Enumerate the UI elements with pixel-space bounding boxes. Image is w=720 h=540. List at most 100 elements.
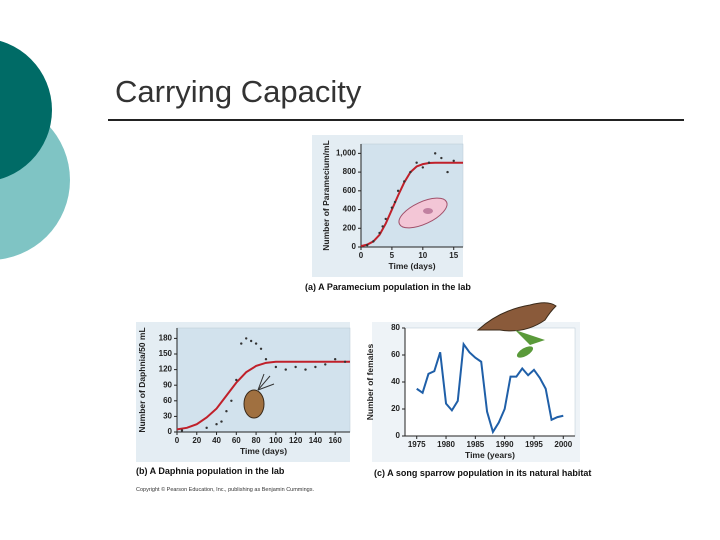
data-point	[220, 420, 223, 423]
x-tick-label: 0	[359, 251, 364, 260]
y-tick-label: 0	[168, 427, 173, 436]
plot-area	[360, 143, 464, 248]
data-point	[225, 410, 228, 413]
x-tick-label: 1995	[525, 440, 543, 449]
chart-caption: (a) A Paramecium population in the lab	[305, 282, 471, 292]
y-tick-label: 80	[391, 323, 400, 332]
x-axis-label: Time (days)	[240, 446, 287, 456]
x-tick-label: 120	[289, 436, 303, 445]
data-point	[393, 200, 397, 204]
y-tick-label: 150	[159, 349, 173, 358]
data-point	[440, 156, 443, 160]
sparrow-illustration	[476, 302, 557, 358]
x-axis-label: Time (days)	[388, 261, 435, 271]
y-tick-label: 30	[163, 412, 172, 421]
x-tick-label: 20	[192, 436, 201, 445]
y-tick-label: 800	[343, 167, 357, 176]
x-tick-label: 140	[309, 436, 323, 445]
y-tick-label: 60	[163, 396, 172, 405]
data-point	[403, 180, 406, 183]
data-point	[215, 423, 218, 426]
decor-circle-dark	[0, 40, 52, 180]
plot-area	[176, 327, 351, 433]
data-point	[314, 365, 317, 369]
data-point	[384, 217, 387, 221]
y-tick-label: 90	[163, 380, 172, 389]
data-point	[230, 399, 233, 402]
data-point	[333, 358, 337, 361]
data-point	[365, 243, 369, 247]
x-tick-label: 15	[449, 251, 458, 260]
y-tick-label: 0	[352, 242, 357, 251]
y-tick-label: 1,000	[336, 148, 357, 157]
data-point	[409, 170, 412, 174]
chart-caption: (b) A Daphnia population in the lab	[136, 466, 285, 476]
x-tick-label: 160	[328, 436, 342, 445]
series-line	[416, 341, 564, 435]
x-tick-label: 0	[175, 436, 180, 445]
series-line	[176, 360, 350, 431]
data-point	[433, 152, 437, 155]
x-axis-label: Time (years)	[465, 450, 515, 460]
data-point	[274, 365, 278, 369]
x-tick-label: 80	[252, 436, 261, 445]
y-tick-label: 400	[343, 205, 357, 214]
data-point	[372, 240, 375, 243]
data-point	[427, 161, 431, 164]
y-tick-label: 180	[159, 334, 173, 343]
data-point	[205, 426, 208, 430]
y-tick-label: 60	[391, 350, 400, 359]
data-point	[294, 365, 297, 369]
data-point	[390, 206, 394, 209]
y-tick-label: 120	[159, 365, 173, 374]
y-tick-label: 600	[343, 186, 357, 195]
data-point	[240, 342, 243, 345]
y-tick-label: 200	[343, 223, 357, 232]
chart: 0 30 60 90 120 150 180 0 20 40 60 80 100 120 140 160 Tim…	[136, 322, 351, 476]
data-point	[421, 166, 425, 169]
x-tick-label: 1990	[496, 440, 514, 449]
data-point	[259, 347, 263, 350]
data-point	[180, 429, 184, 432]
x-tick-label: 1975	[408, 440, 426, 449]
x-tick-label: 60	[232, 436, 241, 445]
x-tick-label: 40	[212, 436, 221, 445]
data-point	[446, 170, 449, 174]
y-tick-label: 40	[391, 377, 400, 386]
data-point	[235, 378, 238, 382]
data-point	[415, 161, 418, 164]
chart: 0 200 400 600 800 1,000 0 5 10 15 Time (days) Numbe…	[305, 135, 471, 292]
x-tick-label: 100	[269, 436, 283, 445]
credit: Copyright © Pearson Education, Inc., pub…	[136, 486, 314, 493]
data-point	[264, 358, 268, 361]
slide-title: Carrying Capacity	[115, 74, 362, 109]
data-point	[254, 342, 258, 345]
data-point	[381, 225, 384, 228]
data-point	[249, 339, 253, 343]
data-point	[245, 337, 248, 340]
data-point	[324, 363, 327, 366]
data-point	[396, 189, 400, 193]
y-axis-label: Number of Daphnia/50 mL	[137, 327, 147, 432]
y-axis-label: Number of females	[365, 343, 375, 420]
x-tick-label: 10	[418, 251, 427, 260]
x-tick-label: 5	[390, 251, 395, 260]
x-tick-label: 1980	[437, 440, 455, 449]
paramecium-illustration	[398, 197, 448, 229]
y-tick-label: 0	[396, 431, 401, 440]
chart-caption: (c) A song sparrow population in its nat…	[374, 468, 591, 478]
data-point	[452, 159, 455, 163]
data-point	[304, 368, 307, 371]
daphnia-illustration	[243, 373, 275, 419]
x-tick-label: 1985	[466, 440, 484, 449]
x-tick-label: 2000	[554, 440, 572, 449]
data-point	[378, 231, 381, 235]
chart: 0 20 40 60 80 1975 1980 1985 1990 1995 2000 Time (y…	[365, 322, 591, 478]
data-point	[284, 368, 287, 371]
y-tick-label: 20	[391, 404, 400, 413]
data-point	[343, 360, 347, 363]
y-axis-label: Number of Paramecium/mL	[321, 140, 331, 251]
plot-area	[404, 327, 576, 437]
